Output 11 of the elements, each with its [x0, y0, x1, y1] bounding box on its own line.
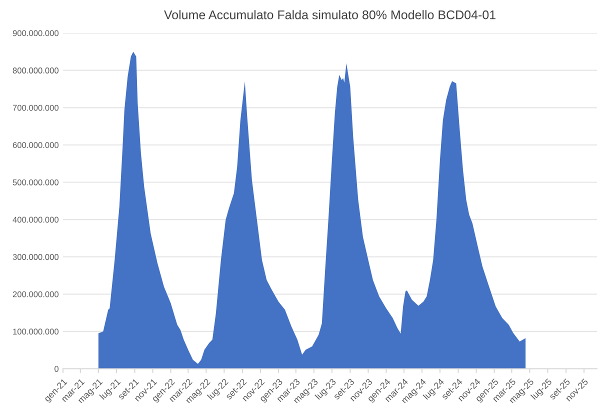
y-tick-label: 900.000.000 — [12, 30, 59, 36]
y-tick-label: 500.000.000 — [12, 179, 59, 186]
y-tick-label: 100.000.000 — [13, 328, 59, 335]
y-tick-label: 800.000.000 — [12, 68, 59, 74]
y-tick-label: 400.000.000 — [12, 216, 59, 223]
y-tick-label: 600.000.000 — [12, 142, 59, 148]
y-tick-label: 700.000.000 — [12, 104, 59, 111]
y-tick-label: 200.000.000 — [12, 291, 59, 298]
y-tick-label: 0 — [54, 366, 59, 372]
chart-title: Volume Accumulato Falda simulato 80% Modello BCD04-01 — [164, 10, 496, 20]
y-tick-label: 300.000.000 — [12, 254, 59, 260]
